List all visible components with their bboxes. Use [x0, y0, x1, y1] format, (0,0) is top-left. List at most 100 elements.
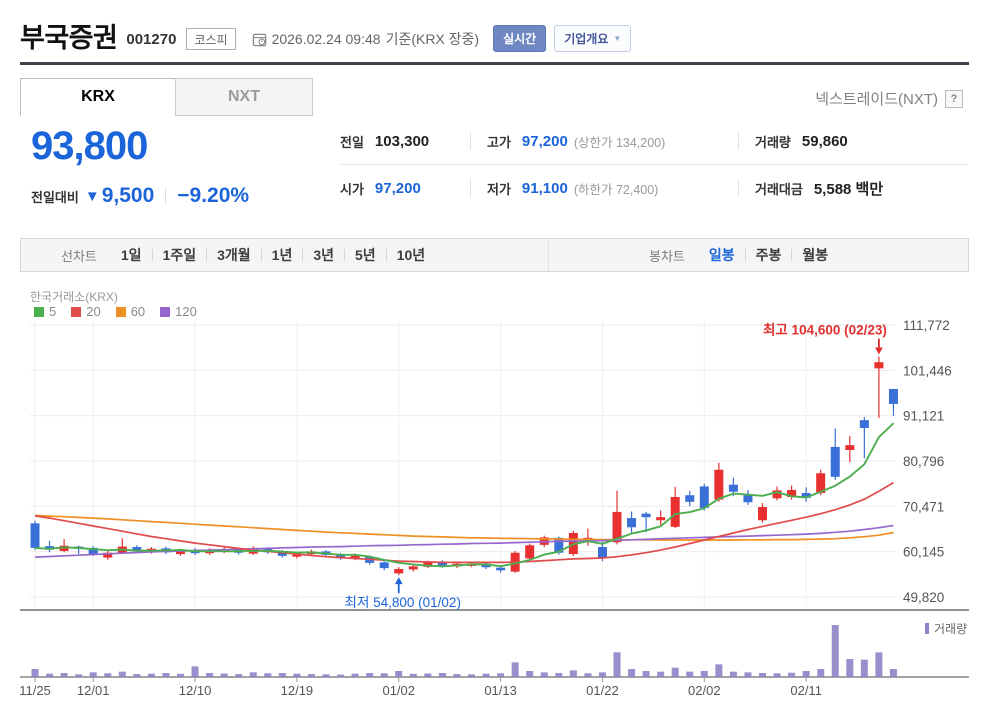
arrow-up-icon: [394, 577, 403, 585]
candle-body: [845, 445, 855, 451]
cell-value: 91,100: [521, 179, 568, 197]
candle-body: [888, 388, 898, 404]
cell-low: 저가 91,100 (하한가 72,400): [470, 179, 738, 198]
change-label: 전일대비: [31, 189, 79, 205]
current-price: 93,800: [31, 124, 148, 168]
chart-period-5년[interactable]: 5년: [355, 247, 376, 263]
tab-krx[interactable]: KRX: [20, 78, 176, 116]
candle-body: [859, 420, 869, 429]
ma-legend-item-5: 5: [34, 304, 56, 319]
divider: [165, 188, 167, 204]
ma-legend-label: 20: [86, 304, 101, 319]
header-divider: [20, 62, 969, 65]
chart-period-3개월[interactable]: 3개월: [217, 247, 251, 263]
cell-value: 59,860: [801, 132, 848, 150]
ma-line: [34, 481, 894, 564]
nextrade-label: 넥스트레이드(NXT): [815, 91, 938, 108]
tab-nxt[interactable]: NXT: [175, 78, 313, 116]
help-icon[interactable]: ?: [945, 89, 963, 108]
svg-text:60,145: 60,145: [903, 545, 944, 560]
volume-legend: 거래량: [925, 620, 967, 637]
candle-body: [292, 553, 302, 557]
realtime-button[interactable]: 실시간: [493, 25, 547, 52]
ma-legend-label: 60: [130, 304, 146, 319]
arrow-down-icon: [875, 347, 883, 355]
svg-text:01/13: 01/13: [484, 683, 517, 698]
cell-label: 전일: [340, 134, 364, 150]
stock-code: 001270: [126, 31, 177, 48]
ma-legend-item-120: 120: [160, 304, 197, 319]
cell-label: 저가: [487, 181, 511, 197]
ma-line: [34, 422, 895, 568]
cell-label: 고가: [487, 134, 511, 150]
price-chart: 111,772 101,446 91,121 80,796 70,471 60,145 49…: [20, 280, 969, 705]
svg-text:02/11: 02/11: [790, 683, 822, 698]
cell-volume: 거래량 59,860: [738, 132, 968, 151]
volume-bars: [31, 625, 897, 677]
cell-value: 97,200: [521, 132, 568, 150]
cell-extra: (하한가 72,400): [573, 182, 659, 197]
ma-legend-label: 5: [49, 304, 57, 319]
ma-swatch-icon: [34, 306, 44, 317]
candle-body: [103, 552, 113, 558]
low-annotation: 최저 54,800 (01/02): [345, 595, 461, 610]
candle-body: [714, 469, 724, 500]
candle-body: [670, 496, 680, 527]
chart-period-월봉[interactable]: 월봉: [802, 247, 829, 263]
svg-text:111,772: 111,772: [903, 318, 950, 333]
ma-line: [34, 514, 894, 541]
candle-body: [758, 507, 767, 521]
ma-swatch-icon: [115, 306, 126, 317]
chart-period-1년[interactable]: 1년: [271, 247, 293, 263]
divider: [385, 249, 387, 261]
candle-body: [627, 518, 637, 528]
divider: [791, 249, 793, 261]
exchange-label: 한국거래소(KRX): [30, 290, 118, 304]
candle-body: [728, 484, 738, 492]
chart-period-1주일[interactable]: 1주일: [162, 247, 197, 263]
candle-body: [597, 547, 607, 559]
candle-body: [612, 511, 622, 543]
ma-legend: 5 20 60 120: [34, 304, 212, 319]
candle-body: [496, 567, 506, 571]
clock-icon: [252, 33, 266, 46]
candle-body: [30, 523, 40, 548]
chart-period-일봉[interactable]: 일봉: [708, 247, 735, 263]
candle-body: [423, 561, 433, 567]
line-chart-label: 선차트: [61, 248, 97, 264]
chart-period-10년[interactable]: 10년: [396, 247, 426, 263]
chevron-down-icon: ▼: [613, 34, 622, 43]
candle-chart-label: 봉차트: [649, 248, 685, 264]
cell-label: 거래량: [755, 134, 791, 150]
grid: 111,772 101,446 91,121 80,796 70,471 60,145 49…: [30, 318, 952, 607]
cell-extra: (상한가 134,200): [573, 135, 666, 150]
header: 부국증권 001270 코스피 2026.02.24 09:48 기준(KRX …: [20, 16, 632, 55]
divider: [302, 249, 304, 261]
quote-basis: 기준(KRX 장중): [385, 31, 480, 47]
candle-body: [816, 473, 826, 494]
down-triangle-icon: ▼: [84, 187, 100, 205]
candlestick-chart: 111,772 101,446 91,121 80,796 70,471 60,145 49…: [20, 318, 969, 698]
chart-period-3년[interactable]: 3년: [313, 247, 334, 263]
cell-prev-close: 전일 103,300: [340, 132, 470, 151]
chart-period-주봉[interactable]: 주봉: [755, 247, 782, 263]
candle-body: [350, 555, 360, 559]
change-value: 9,500: [101, 184, 155, 207]
candle-body: [554, 537, 564, 553]
divider: [744, 249, 746, 261]
candle-body: [277, 551, 287, 556]
chart-period-1일[interactable]: 1일: [120, 247, 142, 263]
candle-chart-group: 봉차트 일봉 주봉 월봉: [548, 239, 968, 271]
table-row: 전일 103,300 고가 97,200 (상한가 134,200) 거래량 5…: [340, 118, 968, 165]
table-row: 시가 97,200 저가 91,100 (하한가 72,400) 거래대금 5,…: [340, 165, 968, 211]
candle-body: [641, 513, 651, 518]
svg-text:01/02: 01/02: [382, 683, 415, 698]
line-chart-group: 선차트 1일 1주일 3개월 1년 3년 5년 10년: [21, 239, 548, 271]
candle-body: [481, 563, 491, 568]
company-overview-button[interactable]: 기업개요 ▼: [554, 25, 632, 52]
svg-text:80,796: 80,796: [903, 454, 944, 469]
candle-body: [699, 486, 709, 508]
volume-legend-icon: [925, 623, 929, 634]
candle-body: [59, 545, 69, 551]
